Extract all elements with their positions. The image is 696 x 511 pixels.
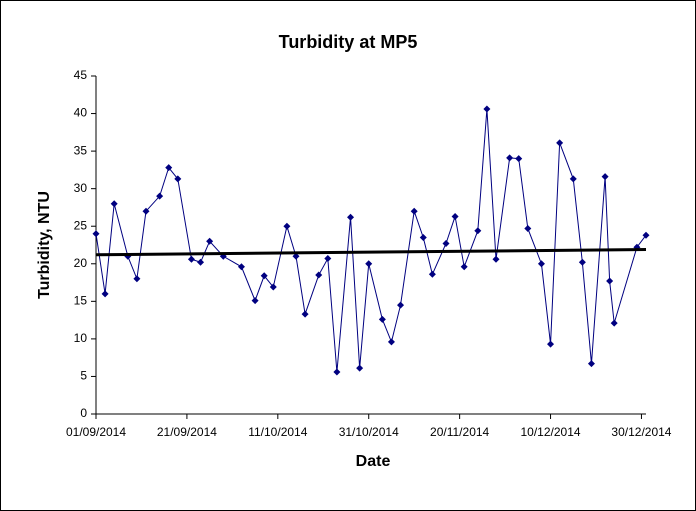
data-marker bbox=[301, 310, 309, 318]
data-marker bbox=[260, 272, 268, 280]
data-marker bbox=[237, 263, 245, 271]
y-tick-label: 10 bbox=[74, 331, 88, 345]
data-marker bbox=[197, 258, 205, 266]
y-tick-label: 40 bbox=[74, 106, 88, 120]
data-marker bbox=[442, 239, 450, 247]
y-tick-label: 20 bbox=[74, 256, 88, 270]
data-marker bbox=[556, 139, 564, 147]
data-marker bbox=[460, 263, 468, 271]
data-marker bbox=[174, 175, 182, 183]
trend-line bbox=[95, 248, 647, 257]
data-marker bbox=[142, 207, 150, 215]
y-axis-title: Turbidity, NTU bbox=[36, 191, 53, 299]
data-marker bbox=[474, 227, 482, 235]
data-marker bbox=[419, 233, 427, 241]
data-marker bbox=[515, 155, 523, 163]
data-marker bbox=[324, 255, 332, 263]
data-marker bbox=[387, 338, 395, 346]
data-marker bbox=[333, 368, 341, 376]
data-marker bbox=[642, 231, 650, 239]
x-tick-label: 11/10/2014 bbox=[248, 425, 307, 439]
y-tick-label: 0 bbox=[80, 406, 87, 420]
data-marker bbox=[269, 283, 277, 291]
data-line bbox=[95, 109, 647, 372]
data-marker bbox=[587, 360, 595, 368]
data-marker bbox=[156, 192, 164, 200]
data-marker bbox=[292, 252, 300, 260]
y-tick-label: 30 bbox=[74, 181, 88, 195]
data-marker bbox=[578, 258, 586, 266]
data-marker bbox=[601, 173, 609, 181]
x-tick-label: 30/12/2014 bbox=[611, 425, 671, 439]
y-tick-label: 25 bbox=[74, 218, 88, 232]
data-marker bbox=[101, 290, 109, 298]
y-tick-label: 5 bbox=[80, 369, 87, 383]
chart-title: Turbidity at MP5 bbox=[279, 32, 418, 52]
data-marker bbox=[133, 275, 141, 283]
x-axis-title: Date bbox=[356, 453, 391, 470]
data-marker bbox=[110, 200, 118, 208]
data-marker bbox=[397, 301, 405, 309]
data-marker bbox=[365, 260, 373, 268]
data-marker bbox=[92, 230, 100, 238]
data-marker bbox=[165, 164, 173, 172]
data-marker bbox=[428, 270, 436, 278]
data-marker bbox=[537, 260, 545, 268]
y-tick-label: 15 bbox=[74, 294, 88, 308]
data-marker bbox=[569, 175, 577, 183]
data-marker bbox=[483, 105, 491, 113]
data-marker bbox=[524, 224, 532, 232]
data-marker bbox=[378, 315, 386, 323]
data-marker bbox=[315, 271, 323, 279]
y-tick-label: 35 bbox=[74, 143, 88, 157]
data-marker bbox=[251, 297, 259, 305]
data-marker bbox=[492, 255, 500, 263]
data-marker bbox=[451, 212, 459, 220]
data-marker bbox=[547, 340, 555, 348]
data-marker bbox=[356, 364, 364, 372]
x-tick-label: 01/09/2014 bbox=[66, 425, 126, 439]
data-marker bbox=[410, 207, 418, 215]
data-marker bbox=[347, 213, 355, 221]
data-marker bbox=[206, 237, 214, 245]
y-tick-label: 45 bbox=[74, 68, 88, 82]
data-marker bbox=[606, 277, 614, 285]
x-tick-label: 21/09/2014 bbox=[157, 425, 217, 439]
data-marker bbox=[187, 255, 195, 263]
x-tick-label: 20/11/2014 bbox=[430, 425, 489, 439]
data-marker bbox=[506, 154, 514, 162]
data-marker bbox=[610, 319, 618, 327]
x-tick-label: 10/12/2014 bbox=[521, 425, 581, 439]
x-tick-label: 31/10/2014 bbox=[339, 425, 399, 439]
data-marker bbox=[283, 222, 291, 230]
